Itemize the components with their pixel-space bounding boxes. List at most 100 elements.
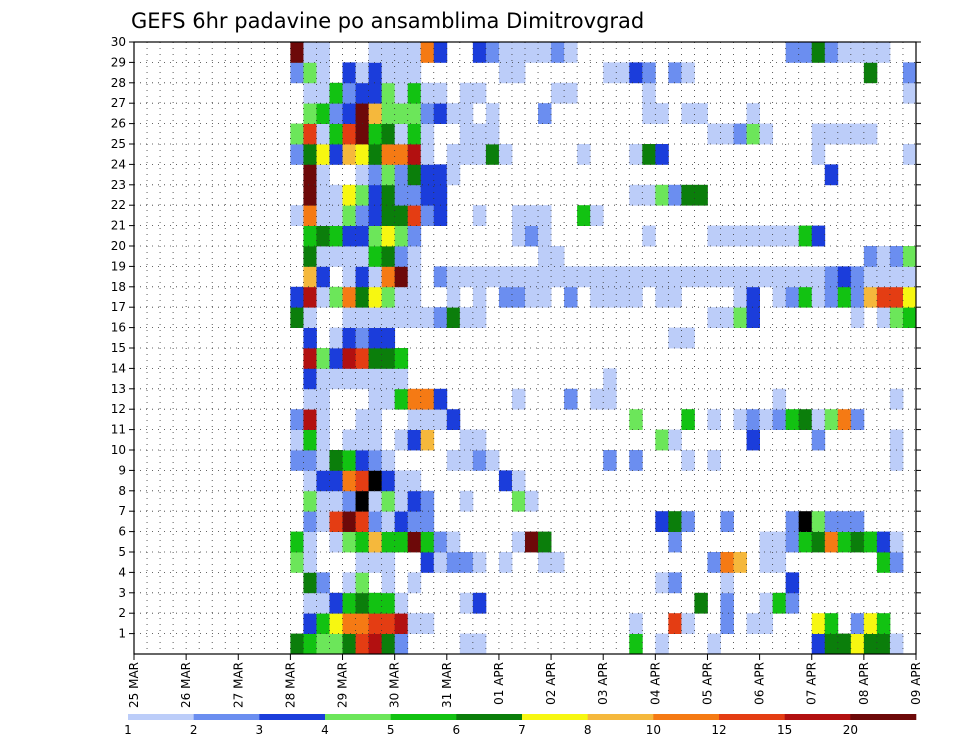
heatmap-cell — [316, 286, 330, 308]
heatmap-cell — [303, 164, 317, 186]
heatmap-cell — [329, 633, 343, 655]
heatmap-cell — [290, 42, 304, 63]
heatmap-cell — [381, 123, 396, 145]
heatmap-cell — [498, 144, 513, 165]
heatmap-cell — [772, 388, 787, 410]
heatmap-cell — [876, 307, 891, 328]
heatmap-cell — [329, 144, 343, 165]
heatmap-cell — [381, 490, 396, 512]
heatmap-cell — [433, 103, 448, 124]
y-tick-label: 24 — [111, 157, 126, 171]
heatmap-cell — [785, 572, 800, 594]
heatmap-cell — [407, 511, 422, 532]
x-tick-label: 05 APR — [700, 662, 714, 705]
colorbar-label: 4 — [321, 723, 329, 737]
heatmap-cell — [772, 225, 787, 247]
heatmap-cell — [707, 307, 721, 328]
heatmap-cell — [368, 450, 383, 471]
heatmap-cell — [498, 62, 513, 84]
heatmap-cell — [355, 246, 369, 267]
heatmap-cell — [603, 266, 617, 288]
heatmap-cell — [407, 531, 422, 553]
heatmap-cell — [759, 123, 774, 145]
heatmap-cell — [303, 144, 317, 165]
heatmap-cell — [694, 266, 708, 288]
heatmap-cell — [381, 511, 396, 532]
heatmap-cell — [407, 225, 422, 247]
heatmap-cell — [342, 633, 356, 655]
heatmap-cell — [446, 286, 461, 308]
heatmap-cell — [863, 266, 878, 288]
heatmap-cell — [733, 409, 747, 430]
heatmap-cell — [342, 82, 356, 104]
heatmap-cell — [876, 266, 891, 288]
heatmap-cell — [290, 144, 304, 165]
heatmap-cell — [394, 184, 409, 206]
heatmap-cell — [459, 633, 474, 655]
heatmap-cell — [863, 42, 878, 63]
heatmap-cell — [837, 266, 852, 288]
heatmap-cell — [355, 592, 369, 614]
heatmap-cell — [733, 266, 747, 288]
heatmap-cell — [707, 552, 721, 573]
heatmap-cell — [811, 266, 826, 288]
colorbar-swatch — [653, 714, 720, 720]
heatmap-cell — [876, 552, 891, 573]
heatmap-cell — [485, 144, 500, 165]
heatmap-cell — [629, 266, 643, 288]
heatmap-cell — [329, 368, 343, 390]
heatmap-cell — [511, 388, 526, 410]
colorbar-swatch — [193, 714, 260, 720]
heatmap-cell — [368, 307, 383, 328]
heatmap-cell — [368, 633, 383, 655]
heatmap-cell — [655, 144, 669, 165]
heatmap-cell — [850, 307, 865, 328]
heatmap-cell — [329, 82, 343, 104]
heatmap-cell — [811, 123, 826, 145]
heatmap-cell — [837, 286, 852, 308]
heatmap-cell — [407, 470, 422, 492]
heatmap-cell — [889, 429, 904, 451]
heatmap-cell — [420, 205, 435, 226]
heatmap-cell — [707, 123, 721, 145]
heatmap-cell — [342, 184, 356, 206]
heatmap-cell — [407, 490, 422, 512]
heatmap-cell — [538, 286, 552, 308]
colorbar-swatch — [390, 714, 457, 720]
heatmap-cell — [746, 307, 760, 328]
heatmap-cell — [342, 429, 356, 451]
heatmap-cell — [316, 409, 330, 430]
heatmap-cell — [420, 42, 435, 63]
heatmap-cell — [850, 633, 865, 655]
heatmap-cell — [355, 184, 369, 206]
heatmap-cell — [485, 103, 500, 124]
heatmap-cell — [850, 42, 865, 63]
y-tick-label: 5 — [118, 545, 126, 559]
heatmap-cell — [290, 429, 304, 451]
heatmap-cell — [603, 62, 617, 84]
heatmap-cell — [303, 246, 317, 267]
heatmap-cell — [433, 205, 448, 226]
heatmap-cell — [850, 286, 865, 308]
heatmap-cell — [394, 144, 409, 165]
heatmap-cell — [824, 531, 839, 553]
heatmap-cell — [407, 42, 422, 63]
heatmap-cell — [329, 246, 343, 267]
heatmap-cell — [446, 266, 461, 288]
heatmap-cell — [629, 62, 643, 84]
heatmap-cell — [303, 42, 317, 63]
heatmap-cell — [498, 470, 513, 492]
heatmap-cell — [368, 246, 383, 267]
heatmap-cell — [459, 429, 474, 451]
heatmap-cell — [303, 348, 317, 369]
heatmap-cell — [681, 511, 695, 532]
heatmap-cell — [642, 184, 656, 206]
heatmap-cell — [368, 348, 383, 369]
heatmap-cell — [772, 266, 787, 288]
heatmap-cell — [394, 348, 409, 369]
colorbar-label: 8 — [584, 723, 592, 737]
y-tick-label: 1 — [118, 627, 126, 641]
heatmap-cell — [733, 307, 747, 328]
heatmap-cell — [707, 450, 721, 471]
heatmap-cell — [629, 450, 643, 471]
